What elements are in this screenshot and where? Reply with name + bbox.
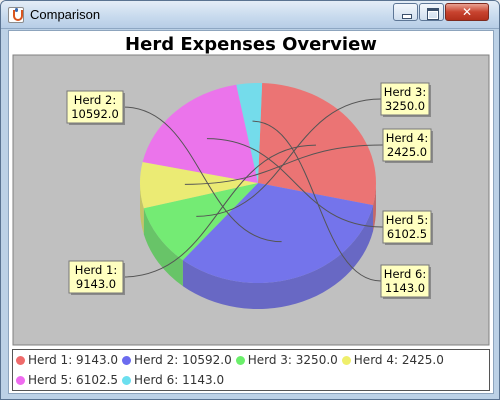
slice-label-value-4: 2425.0 xyxy=(387,145,427,159)
slice-label-box-2 xyxy=(66,90,124,124)
pie-side-1 xyxy=(373,183,376,232)
pie-chart: Herd 1:9143.0 Herd 2:10592.0 Herd 3:3250.0… xyxy=(12,54,490,346)
java-app-icon[interactable] xyxy=(8,7,24,23)
leader-line-4 xyxy=(184,144,384,185)
title-bar[interactable]: Comparison ✕ xyxy=(1,1,499,29)
legend-swatch-3 xyxy=(235,356,245,365)
chart-legend: Herd 1: 9143.0 Herd 2: 10592.0 Herd 3: 325… xyxy=(12,349,490,391)
window-title: Comparison xyxy=(30,7,101,22)
slice-label-name-1: Herd 1: xyxy=(75,263,117,277)
pie-slices xyxy=(140,83,376,283)
slice-label-name-5: Herd 5: xyxy=(386,213,428,227)
pie-side-2 xyxy=(182,205,374,309)
leader-line-3 xyxy=(196,98,382,217)
slice-label-name-3: Herd 3: xyxy=(384,85,426,99)
legend-row: Herd 1: 9143.0 Herd 2: 10592.0 Herd 3: 325… xyxy=(16,353,448,367)
legend-swatch-1 xyxy=(16,356,25,365)
slice-labels: Herd 1:9143.0 Herd 2:10592.0 Herd 3:3250.0… xyxy=(66,82,433,299)
pie-side-3 xyxy=(143,208,183,287)
chart-panel: Herd Expenses Overview Herd 1: 9143.0 Herd… xyxy=(8,30,494,394)
slice-label-box-5 xyxy=(382,210,432,244)
legend-label-6: Herd 6: 1143.0 xyxy=(134,373,225,387)
slice-label-name-2: Herd 2: xyxy=(74,93,116,107)
legend-item-2: Herd 2: 10592.0 xyxy=(122,353,232,367)
close-icon: ✕ xyxy=(461,5,473,19)
leader-line-1 xyxy=(122,144,316,278)
pie-side-4 xyxy=(140,183,144,235)
minimize-button[interactable] xyxy=(393,3,418,21)
leader-line-5 xyxy=(206,138,384,228)
pie-slice-1[interactable] xyxy=(258,83,376,206)
legend-label-4: Herd 4: 2425.0 xyxy=(353,353,444,367)
legend-swatch-5 xyxy=(16,376,25,385)
legend-label-2: Herd 2: 10592.0 xyxy=(134,353,232,367)
slice-label-name-6: Herd 6: xyxy=(384,267,426,281)
slice-label-box-1 xyxy=(68,260,124,294)
slice-label-value-1: 9143.0 xyxy=(76,277,116,291)
leader-line-6 xyxy=(252,120,382,282)
legend-row: Herd 5: 6102.5 Herd 6: 1143.0 xyxy=(16,373,228,387)
slice-label-value-5: 6102.5 xyxy=(387,227,427,241)
pie-slice-5[interactable] xyxy=(142,84,258,183)
slice-label-value-6: 1143.0 xyxy=(385,281,425,295)
legend-swatch-2 xyxy=(122,356,132,365)
slice-label-name-4: Herd 4: xyxy=(386,131,428,145)
legend-item-6: Herd 6: 1143.0 xyxy=(122,373,224,387)
legend-label-3: Herd 3: 3250.0 xyxy=(247,353,338,367)
pie-slice-3[interactable] xyxy=(143,183,258,261)
close-button[interactable]: ✕ xyxy=(445,3,489,21)
legend-item-4: Herd 4: 2425.0 xyxy=(341,353,444,367)
slice-label-box-3 xyxy=(380,82,430,116)
legend-swatch-4 xyxy=(341,356,351,365)
legend-item-5: Herd 5: 6102.5 xyxy=(16,373,118,387)
legend-item-3: Herd 3: 3250.0 xyxy=(235,353,338,367)
pie-slice-4[interactable] xyxy=(140,161,258,209)
slice-label-value-3: 3250.0 xyxy=(385,99,425,113)
slice-label-box-4 xyxy=(382,128,432,162)
pie-slice-2[interactable] xyxy=(182,183,374,283)
legend-item-1: Herd 1: 9143.0 xyxy=(16,353,118,367)
pie-side-walls xyxy=(140,183,376,309)
slice-label-value-2: 10592.0 xyxy=(71,107,119,121)
leader-line-2 xyxy=(122,106,282,243)
pie-slice-6[interactable] xyxy=(236,83,263,183)
maximize-button[interactable] xyxy=(419,3,444,21)
chart-title: Herd Expenses Overview xyxy=(125,34,377,55)
slice-label-box-6 xyxy=(380,264,430,298)
legend-label-1: Herd 1: 9143.0 xyxy=(28,353,119,367)
legend-swatch-6 xyxy=(122,376,132,385)
legend-label-5: Herd 5: 6102.5 xyxy=(28,373,119,387)
